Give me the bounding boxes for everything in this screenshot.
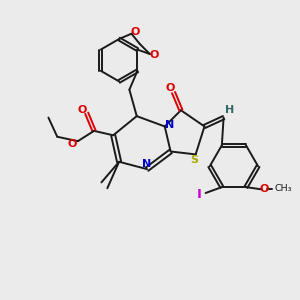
- Text: I: I: [197, 188, 202, 201]
- Text: S: S: [190, 155, 198, 165]
- Text: H: H: [226, 105, 235, 115]
- Text: O: O: [78, 105, 87, 115]
- Text: O: O: [260, 184, 269, 194]
- Text: O: O: [131, 27, 140, 37]
- Text: O: O: [68, 139, 77, 149]
- Text: O: O: [149, 50, 159, 61]
- Text: N: N: [142, 159, 151, 169]
- Text: CH₃: CH₃: [274, 184, 292, 194]
- Text: N: N: [165, 120, 175, 130]
- Text: O: O: [166, 82, 175, 93]
